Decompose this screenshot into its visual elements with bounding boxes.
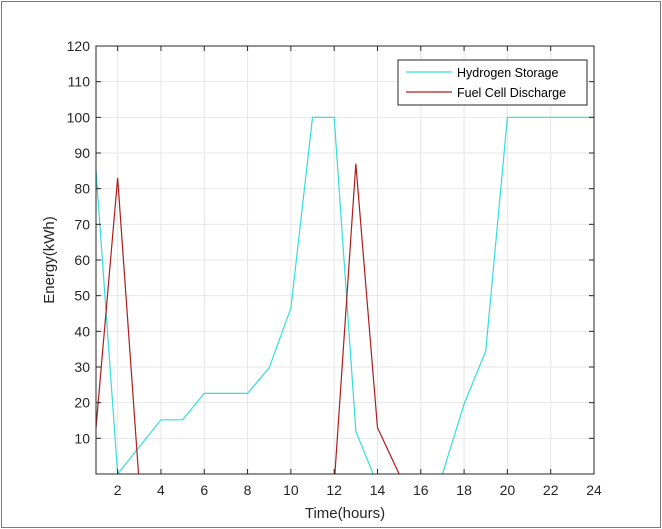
x-tick-label: 8: [244, 482, 252, 498]
y-tick-label: 30: [74, 359, 90, 375]
tick-labels: 2 4 6 8 10 12 14 16 18 20 22 2410203040506070809010…: [67, 38, 602, 498]
x-tick-label: 4: [157, 482, 165, 498]
x-tick-label: 6: [200, 482, 208, 498]
x-tick-label: 2: [114, 482, 122, 498]
y-tick-label: 120: [67, 38, 91, 54]
series-layer: [96, 116, 594, 474]
y-tick-label: 100: [67, 109, 91, 125]
series-line-fuel-cell-discharge: [96, 163, 401, 474]
x-tick-label: 24: [586, 482, 602, 498]
axis-ticks: [96, 45, 595, 474]
x-tick-label: 10: [283, 482, 299, 498]
legend: Hydrogen Storage Fuel Cell Discharge: [397, 59, 588, 106]
series-line-hydrogen-storage: [96, 116, 594, 474]
x-tick-label: 16: [413, 482, 429, 498]
x-tick-label: 22: [543, 482, 559, 498]
x-tick-label: 18: [456, 482, 472, 498]
y-tick-label: 20: [74, 395, 90, 411]
y-tick-label: 60: [74, 252, 90, 268]
legend-label-hydrogen-storage: Hydrogen Storage: [457, 66, 559, 80]
y-axis-label: Energy(kWh): [41, 216, 58, 304]
y-tick-label: 80: [74, 181, 90, 197]
legend-box: [397, 59, 588, 106]
x-axis-label: Time(hours): [305, 505, 385, 522]
legend-label-fuel-cell-discharge: Fuel Cell Discharge: [457, 86, 566, 100]
y-tick-label: 10: [74, 430, 90, 446]
y-tick-label: 40: [74, 323, 90, 339]
y-tick-label: 70: [74, 216, 90, 232]
x-tick-label: 20: [500, 482, 516, 498]
y-tick-label: 110: [68, 74, 91, 90]
y-tick-label: 50: [74, 288, 90, 304]
x-tick-label: 14: [370, 482, 386, 498]
y-tick-label: 90: [74, 145, 90, 161]
x-tick-label: 12: [326, 482, 342, 498]
